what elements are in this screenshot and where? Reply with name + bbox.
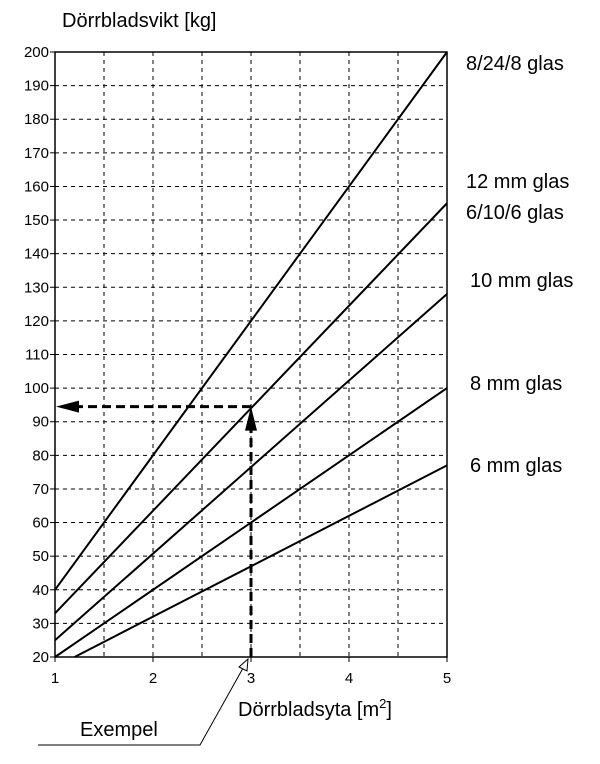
y-tick-label: 130: [24, 279, 49, 296]
y-tick-label: 80: [32, 447, 49, 464]
example-vertical-arrowhead: [245, 406, 257, 431]
y-tick-label: 60: [32, 515, 49, 532]
series-label: 6/10/6 glas: [466, 202, 564, 224]
x-axis-title-base: Dörrbladsyta [m: [238, 699, 379, 721]
x-tick-label: 2: [149, 670, 157, 687]
y-tick-label: 40: [32, 582, 49, 599]
tick-labels: 20 30 40 50 60 70 80 90 100 110 120 130 140 150 160 170…: [24, 44, 451, 687]
example-leader-arrowhead: [238, 657, 249, 672]
y-tick-label: 170: [24, 145, 49, 162]
y-tick-label: 20: [32, 649, 49, 666]
y-tick-label: 50: [32, 548, 49, 565]
series-label: 12 mm glas: [466, 171, 569, 193]
y-tick-label: 150: [24, 212, 49, 229]
y-tick-label: 190: [24, 78, 49, 95]
y-tick-label: 200: [24, 44, 49, 61]
x-tick-label: 5: [443, 670, 451, 687]
series-line: [54, 51, 448, 591]
example-annotation: Exempel: [38, 400, 257, 746]
y-axis-title: Dörrbladsvikt [kg]: [62, 10, 217, 32]
x-axis-title-close: ]: [386, 699, 392, 721]
series-label: 6 mm glas: [470, 455, 562, 477]
y-tick-label: 180: [24, 111, 49, 128]
x-tick-label: 1: [51, 670, 59, 687]
y-tick-label: 100: [24, 380, 49, 397]
example-label: Exempel: [80, 719, 158, 741]
y-tick-label: 110: [25, 347, 49, 364]
x-tick-label: 3: [247, 670, 255, 687]
series-label: 8/24/8 glas: [466, 53, 564, 75]
y-tick-label: 70: [32, 481, 49, 498]
x-axis-title: Dörrbladsyta [m2]: [238, 696, 392, 721]
series-label: 8 mm glas: [470, 373, 562, 395]
example-horizontal-arrowhead: [56, 400, 79, 413]
example-leader-line: [38, 660, 248, 746]
y-tick-label: 30: [32, 615, 49, 632]
y-tick-label: 90: [32, 414, 49, 431]
series-labels: 8/24/8 glas 12 mm glas 6/10/6 glas 10 mm gl…: [466, 53, 573, 477]
y-tick-label: 140: [24, 246, 49, 263]
series-line: [74, 464, 448, 658]
x-tick-label: 4: [345, 670, 353, 687]
series-label: 10 mm glas: [470, 270, 573, 292]
x-axis-title-sup: 2: [379, 696, 386, 711]
y-tick-label: 120: [24, 313, 49, 330]
y-tick-label: 160: [24, 178, 49, 195]
